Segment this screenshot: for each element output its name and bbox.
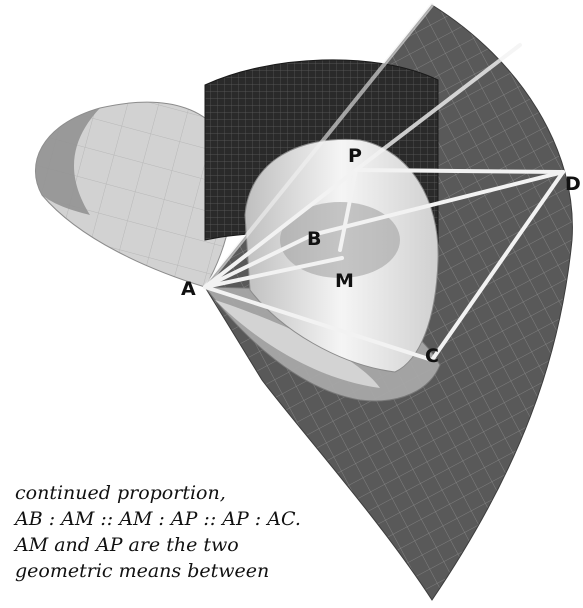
line-A-D — [203, 3, 434, 289]
point-labels: A B M P C D — [181, 145, 581, 367]
line-D-C — [430, 170, 565, 362]
line-A-C — [203, 285, 434, 362]
line-A-P — [203, 168, 358, 289]
torus-shading — [35, 108, 100, 215]
line-P-D — [354, 168, 565, 174]
construction-lines — [203, 3, 565, 362]
label-P: P — [348, 145, 362, 167]
caption-text: continued proportion, AB : AM :: AM : AP… — [15, 480, 315, 584]
caption-line-2: AB : AM :: AM : AP :: AP : AC. — [15, 508, 301, 530]
label-A: A — [181, 278, 196, 300]
caption-line-1: continued proportion, — [15, 482, 226, 504]
torus-lower-band — [215, 300, 380, 388]
label-M: M — [335, 270, 354, 292]
line-A-B — [203, 233, 314, 289]
line-top-diagonal — [354, 43, 522, 172]
line-A-M — [203, 256, 344, 289]
label-C: C — [425, 345, 439, 367]
caption-line-3: AM and AP are the two — [15, 534, 239, 556]
line-B-D — [310, 170, 565, 237]
line-P-M — [338, 168, 358, 252]
label-D: D — [565, 173, 581, 195]
caption-line-4: geometric means between — [15, 560, 270, 582]
label-B: B — [307, 228, 321, 250]
